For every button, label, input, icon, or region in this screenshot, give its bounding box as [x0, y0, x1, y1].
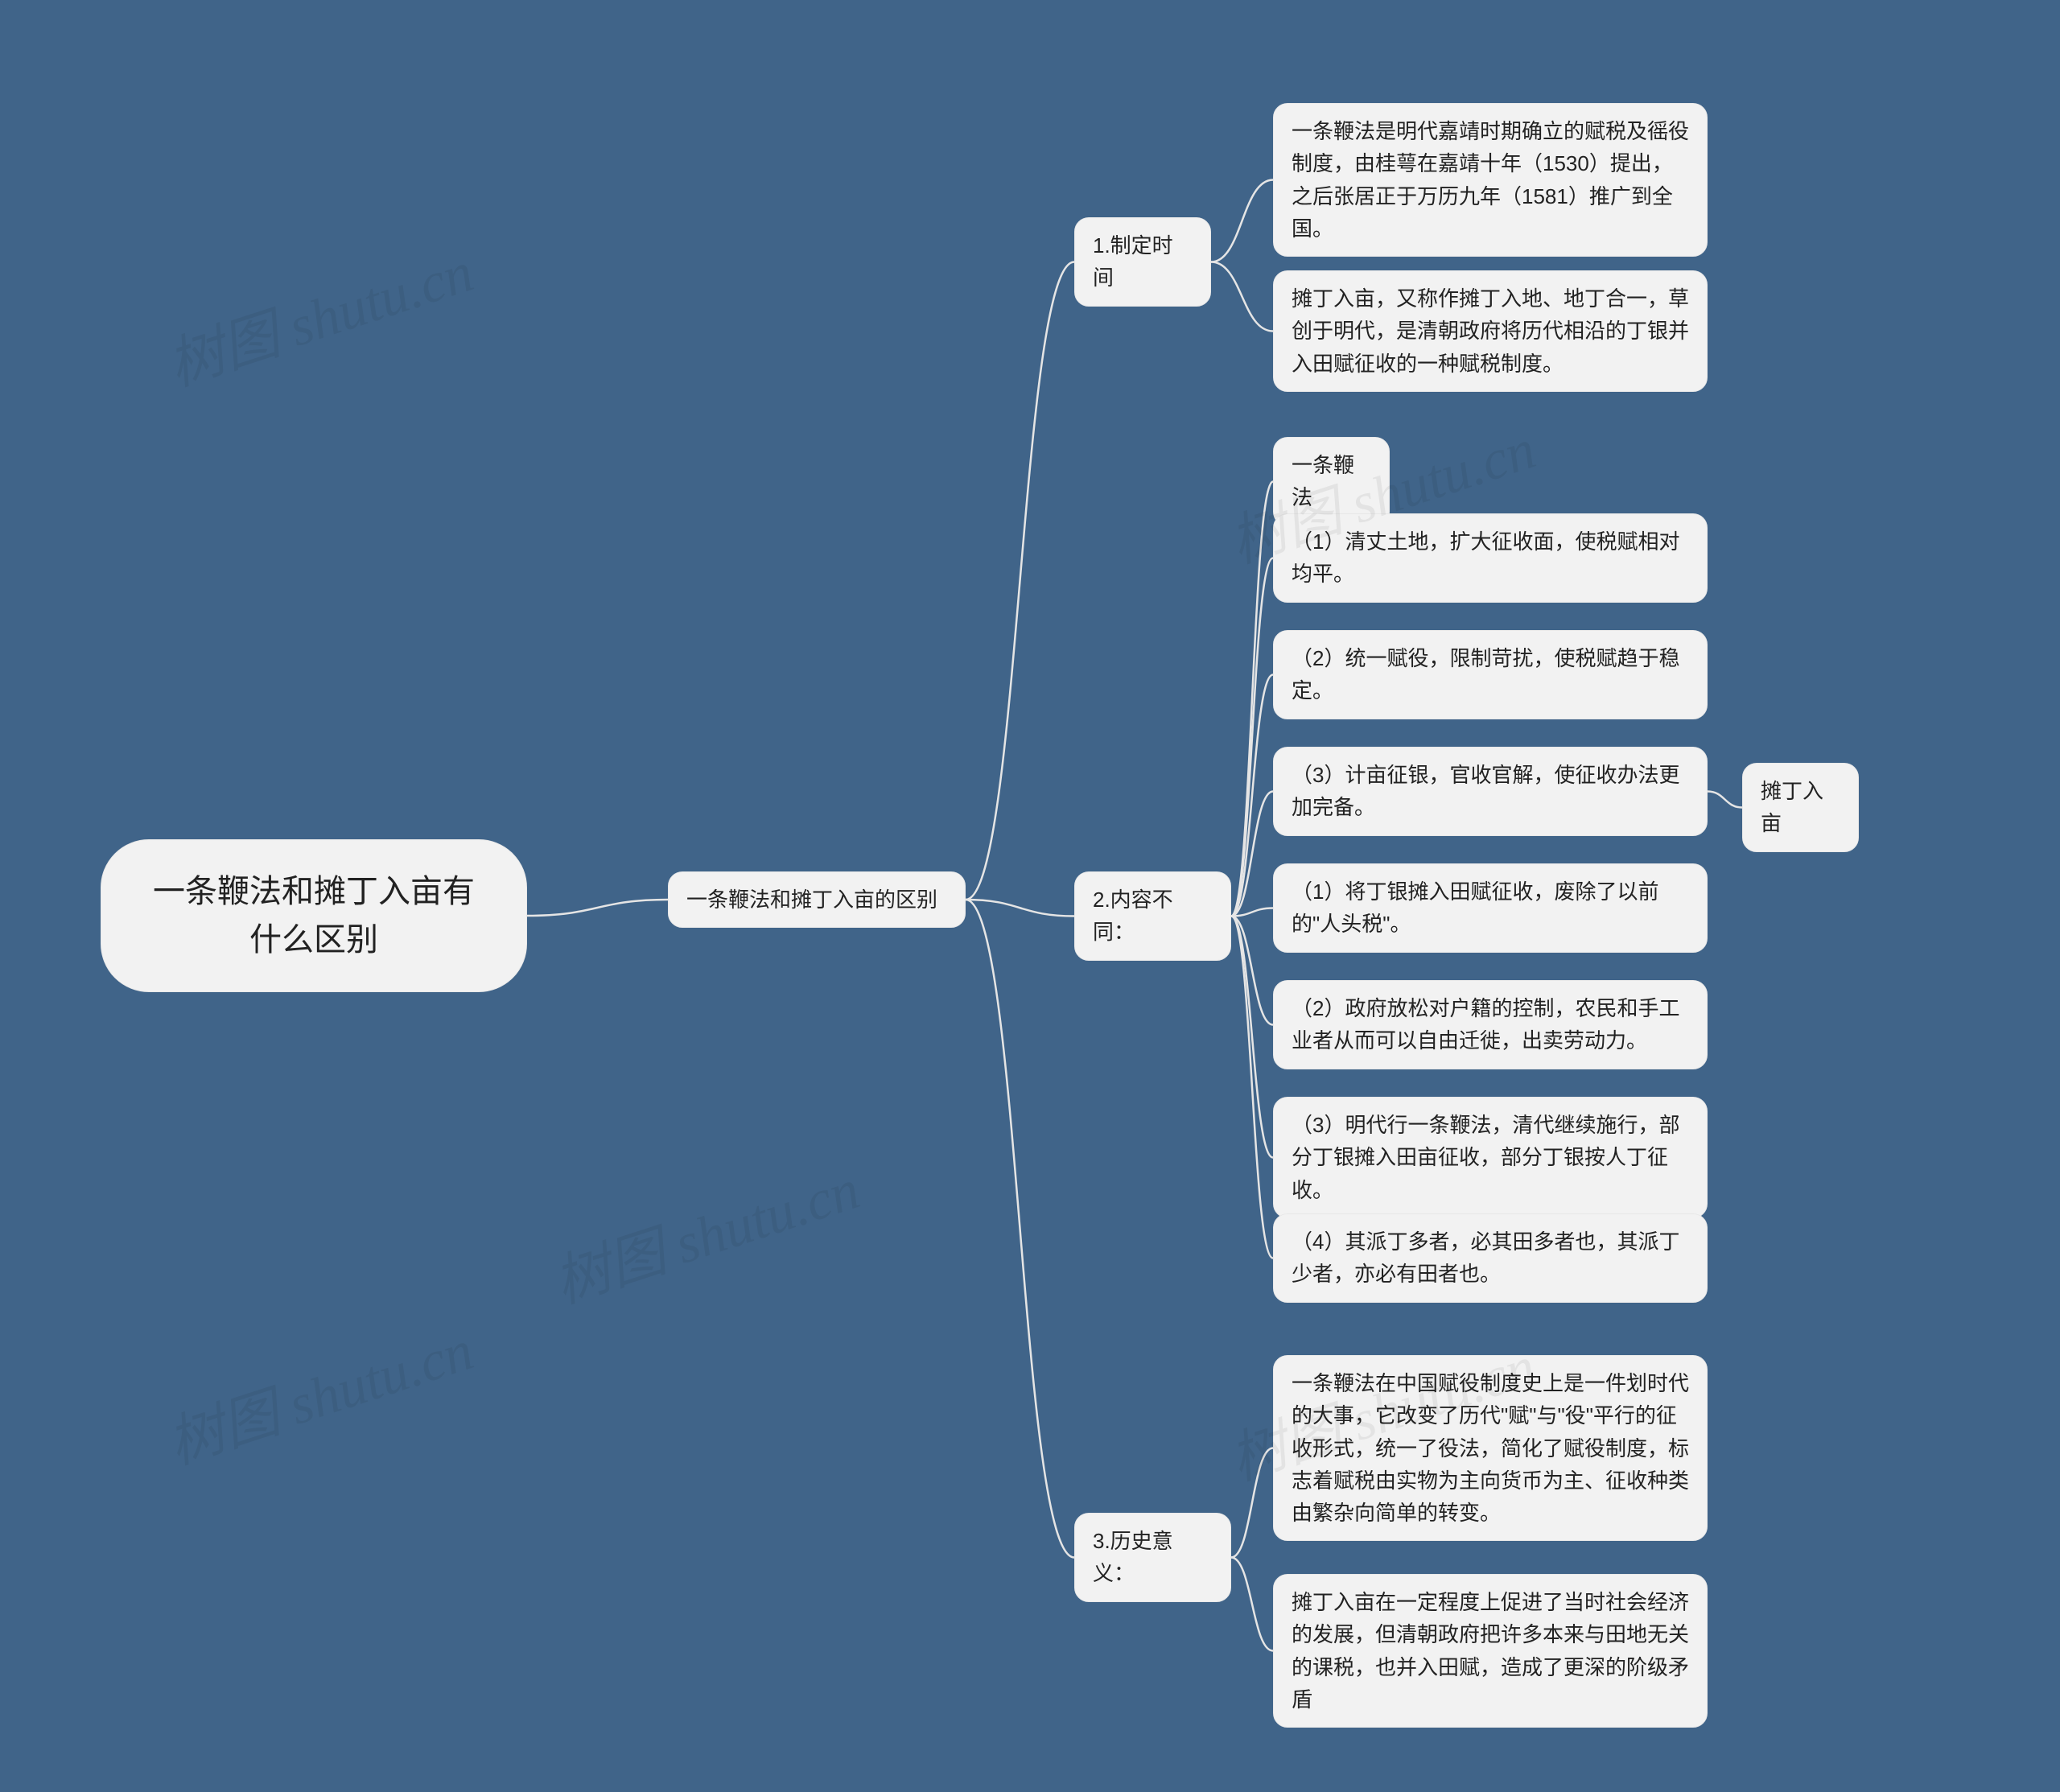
- section-node: 2.内容不同：: [1074, 871, 1231, 961]
- leaf-node: （2）政府放松对户籍的控制，农民和手工业者从而可以自由迁徙，出卖劳动力。: [1273, 980, 1708, 1069]
- leaf-node: 摊丁入亩在一定程度上促进了当时社会经济的发展，但清朝政府把许多本来与田地无关的课…: [1273, 1574, 1708, 1728]
- leaf-node: （1）清丈土地，扩大征收面，使税赋相对均平。: [1273, 513, 1708, 603]
- watermark: 树图 shutu.cn: [156, 227, 482, 402]
- leaf-node: （1）将丁银摊入田赋征收，废除了以前的"人头税"。: [1273, 863, 1708, 953]
- leaf-node: 一条鞭法: [1273, 437, 1390, 526]
- leaf-node: （2）统一赋役，限制苛扰，使税赋趋于稳定。: [1273, 630, 1708, 719]
- leaf-node: （3）计亩征银，官收官解，使征收办法更加完备。: [1273, 747, 1708, 836]
- watermark: 树图 shutu.cn: [542, 1144, 868, 1319]
- leaf-node: （4）其派丁多者，必其田多者也，其派丁少者，亦必有田者也。: [1273, 1213, 1708, 1303]
- section-node: 3.历史意义：: [1074, 1513, 1231, 1602]
- root-node: 一条鞭法和摊丁入亩有什么区别: [101, 839, 527, 992]
- leaf-node: 一条鞭法在中国赋役制度史上是一件划时代的大事，它改变了历代"赋"与"役"平行的征…: [1273, 1355, 1708, 1541]
- watermark: 树图 shutu.cn: [156, 1305, 482, 1480]
- leaf-node: （3）明代行一条鞭法，清代继续施行，部分丁银摊入田亩征收，部分丁银按人丁征收。: [1273, 1097, 1708, 1218]
- leaf-node: 一条鞭法是明代嘉靖时期确立的赋税及徭役制度，由桂萼在嘉靖十年（1530）提出，之…: [1273, 103, 1708, 257]
- section-node: 1.制定时间: [1074, 217, 1211, 307]
- leaf-node: 摊丁入亩，又称作摊丁入地、地丁合一，草创于明代，是清朝政府将历代相沿的丁银并入田…: [1273, 270, 1708, 392]
- leaf-node: 摊丁入亩: [1742, 763, 1859, 852]
- category-node: 一条鞭法和摊丁入亩的区别: [668, 871, 966, 928]
